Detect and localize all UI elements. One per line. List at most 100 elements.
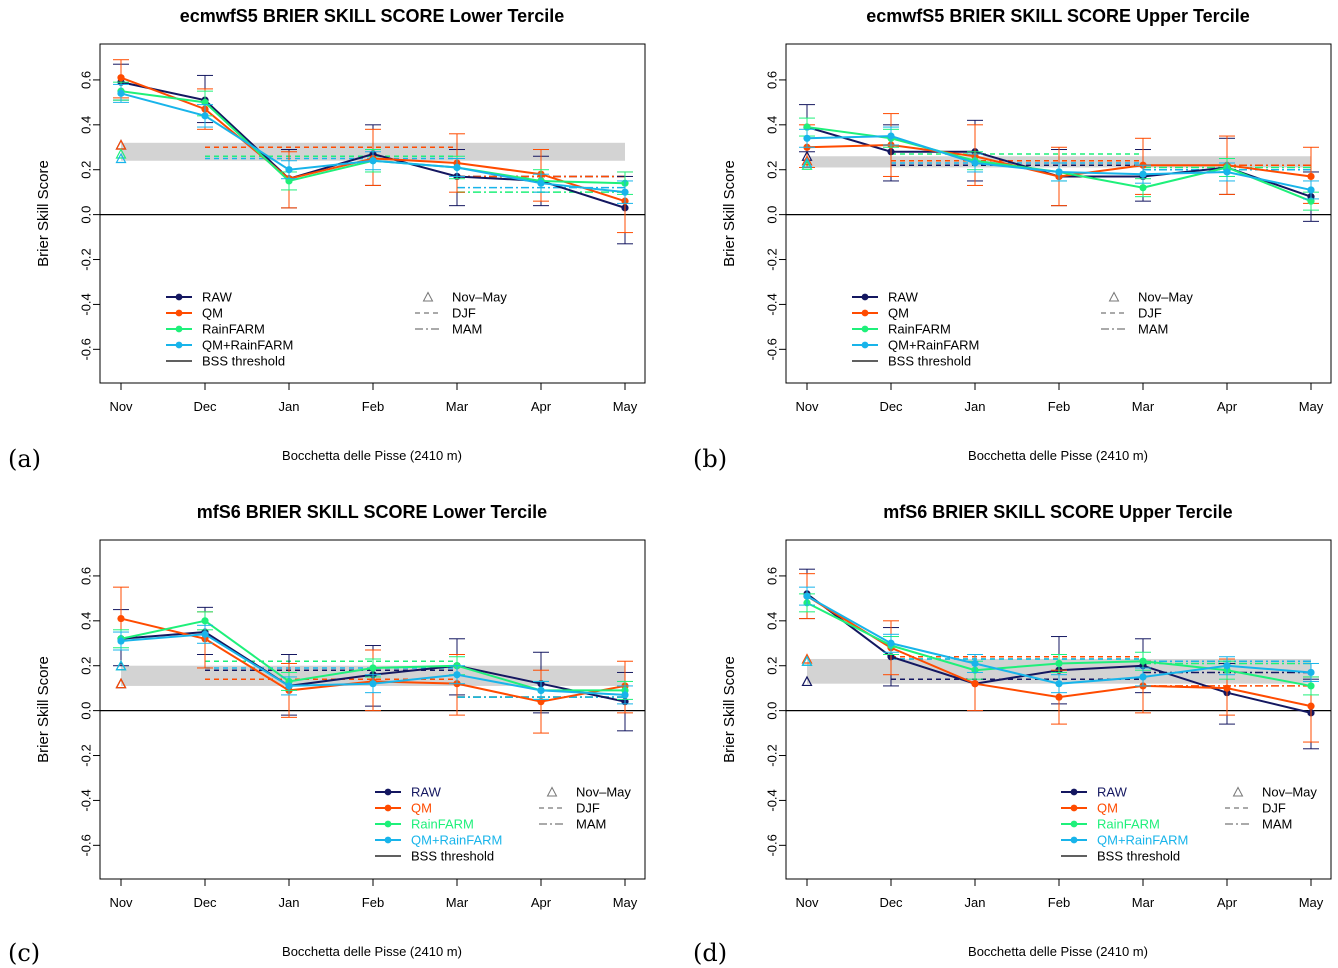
x-tick-label: Dec xyxy=(193,399,217,414)
legend-label-rainfarm: RainFARM xyxy=(411,817,474,832)
y-tick-label: 0.2 xyxy=(79,161,94,179)
chart-panel-2: ecmwfS5 BRIER SKILL SCORE Upper Tercile -… xyxy=(693,6,1332,473)
data-point-qmrainfarm xyxy=(369,680,377,688)
data-point-qmrainfarm xyxy=(201,630,209,638)
legend-marker-qm xyxy=(384,804,392,812)
x-tick-label: Mar xyxy=(446,399,469,414)
y-tick-label: -0.6 xyxy=(79,834,94,856)
legend-marker-rainfarm xyxy=(861,325,869,333)
x-tick-label: May xyxy=(613,399,638,414)
y-tick-label: -0.4 xyxy=(765,293,780,315)
y-tick-label: 0.0 xyxy=(765,702,780,720)
legend-marker-raw xyxy=(384,788,392,796)
legend-marker-qm xyxy=(861,309,869,317)
novmay-marker-qm xyxy=(801,653,813,664)
y-tick-label: -0.6 xyxy=(765,834,780,856)
data-point-qmrainfarm xyxy=(621,691,629,699)
x-tick-label: Mar xyxy=(1132,895,1155,910)
panel-label: (c) xyxy=(8,939,40,967)
data-point-qmrainfarm xyxy=(537,179,545,187)
data-point-qmrainfarm xyxy=(621,188,629,196)
y-axis-label: Brier Skill Score xyxy=(721,160,738,267)
novmay-marker-qmrainfarm xyxy=(115,152,127,164)
legend-label-threshold: BSS threshold xyxy=(411,849,494,864)
data-point-rainfarm xyxy=(1307,682,1315,690)
y-tick-label: -0.6 xyxy=(765,338,780,360)
chart-panel-1: ecmwfS5 BRIER SKILL SCORE Lower Tercile -… xyxy=(8,6,646,473)
x-tick-label: Feb xyxy=(362,399,384,414)
legend-marker-qmrainfarm xyxy=(384,836,392,844)
legend-label-raw: RAW xyxy=(1097,785,1128,800)
legend-label-mam: MAM xyxy=(1138,322,1168,337)
y-tick-label: 0.4 xyxy=(79,116,94,134)
legend-marker-raw xyxy=(1070,788,1078,796)
chart-title: mfS6 BRIER SKILL SCORE Upper Tercile xyxy=(883,502,1232,522)
novmay-marker-qmrainfarm xyxy=(801,655,813,666)
y-tick-label: 0.2 xyxy=(765,161,780,179)
x-tick-label: Feb xyxy=(1048,399,1070,414)
y-tick-label: -0.2 xyxy=(79,744,94,766)
y-tick-label: 0.4 xyxy=(765,116,780,134)
legend-label-qm: QM xyxy=(202,306,223,321)
data-point-qmrainfarm xyxy=(1139,170,1147,178)
data-point-qmrainfarm xyxy=(887,639,895,647)
y-tick-label: 0.0 xyxy=(79,206,94,224)
panel-label: (b) xyxy=(693,445,727,473)
data-point-qm xyxy=(1307,702,1315,710)
legend-label-novmay: Nov–May xyxy=(452,290,507,305)
data-point-qmrainfarm xyxy=(285,166,293,174)
panel-label: (a) xyxy=(8,445,41,473)
data-point-qmrainfarm xyxy=(117,89,125,97)
data-point-qm xyxy=(1223,684,1231,692)
x-axis-label: Bocchetta delle Pisse (2410 m) xyxy=(282,944,462,959)
y-tick-label: -0.2 xyxy=(765,248,780,270)
data-point-qmrainfarm xyxy=(803,592,811,600)
x-tick-label: Nov xyxy=(109,399,133,414)
novmay-marker-rainfarm xyxy=(801,159,813,170)
novmay-marker-qmrainfarm xyxy=(801,157,813,168)
data-point-qmrainfarm xyxy=(537,686,545,695)
x-tick-label: Dec xyxy=(193,895,217,910)
x-tick-label: Apr xyxy=(531,399,552,414)
data-point-rainfarm xyxy=(1139,657,1147,665)
chart-title: ecmwfS5 BRIER SKILL SCORE Upper Tercile xyxy=(866,6,1249,26)
x-axis-label: Bocchetta delle Pisse (2410 m) xyxy=(968,448,1148,463)
data-point-qmrainfarm xyxy=(1307,668,1315,677)
x-tick-label: Apr xyxy=(1217,895,1238,910)
x-tick-label: Jan xyxy=(965,895,986,910)
chart-title: ecmwfS5 BRIER SKILL SCORE Lower Tercile xyxy=(180,6,564,26)
legend-symbol-novmay xyxy=(1232,786,1244,797)
legend-label-novmay: Nov–May xyxy=(1262,785,1317,800)
data-point-rainfarm xyxy=(369,664,377,672)
legend-label-novmay: Nov–May xyxy=(576,785,631,800)
legend-label-qmrainfarm: QM+RainFARM xyxy=(202,338,293,353)
x-tick-label: Mar xyxy=(446,895,469,910)
x-tick-label: Nov xyxy=(795,895,819,910)
chart-title: mfS6 BRIER SKILL SCORE Lower Tercile xyxy=(197,502,547,522)
legend-label-qmrainfarm: QM+RainFARM xyxy=(1097,833,1188,848)
chart-panel-4: mfS6 BRIER SKILL SCORE Upper Tercile -0.6… xyxy=(693,502,1332,967)
legend-symbol-novmay xyxy=(422,291,434,302)
data-point-qmrainfarm xyxy=(1139,673,1147,681)
data-point-qm xyxy=(1055,693,1063,701)
legend-label-qm: QM xyxy=(888,306,909,321)
data-point-qmrainfarm xyxy=(971,659,979,668)
legend-marker-rainfarm xyxy=(1070,820,1078,828)
chart-panel-3: mfS6 BRIER SKILL SCORE Lower Tercile -0.6… xyxy=(8,502,646,967)
novmay-marker-qmrainfarm xyxy=(115,659,127,671)
legend-label-qm: QM xyxy=(1097,801,1118,816)
y-tick-label: 0.4 xyxy=(79,612,94,630)
legend-marker-qmrainfarm xyxy=(175,341,183,349)
x-tick-label: Dec xyxy=(879,895,903,910)
legend-label-raw: RAW xyxy=(411,785,442,800)
data-point-qm xyxy=(971,680,979,688)
panel-label: (d) xyxy=(693,939,727,967)
data-point-qmrainfarm xyxy=(1055,680,1063,688)
legend-label-qmrainfarm: QM+RainFARM xyxy=(411,833,502,848)
legend-marker-qm xyxy=(1070,804,1078,812)
x-tick-label: Nov xyxy=(109,895,133,910)
data-point-qmrainfarm xyxy=(453,671,461,679)
x-tick-label: Apr xyxy=(1217,399,1238,414)
